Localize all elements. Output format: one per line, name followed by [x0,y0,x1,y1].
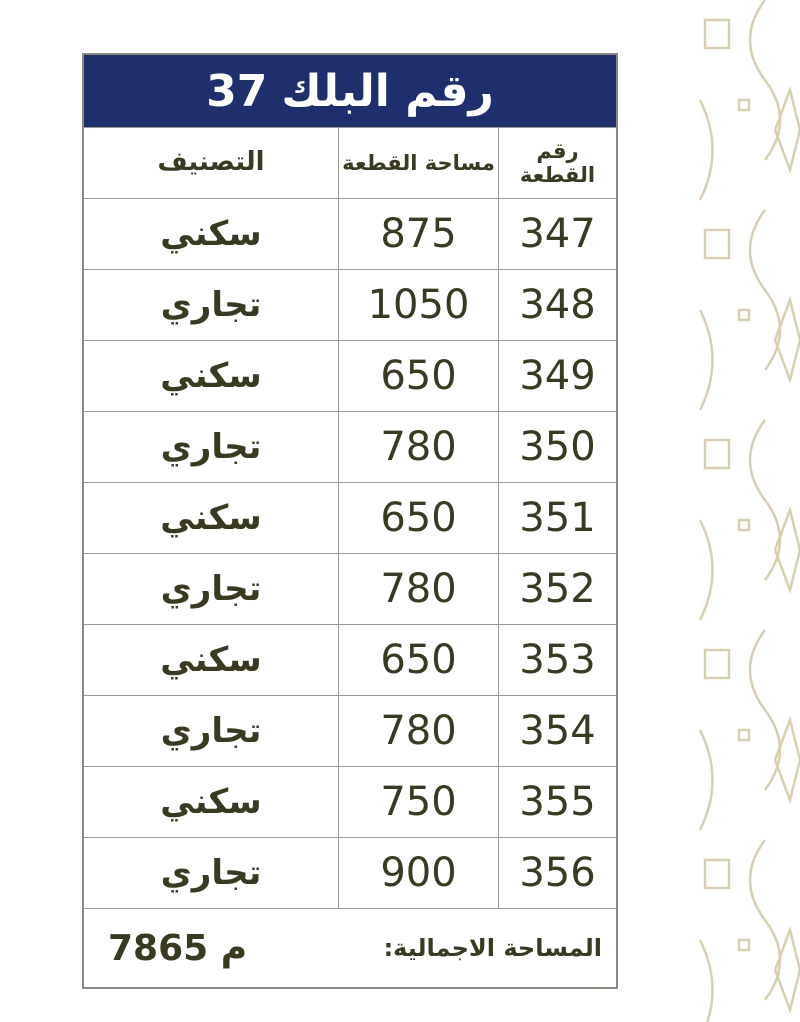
plot-area-cell: 1050 [338,270,498,340]
plot-area-cell: 780 [338,554,498,624]
table-row: 354 780 تجاري [84,695,616,766]
classification-cell: سكني [160,782,262,822]
table-header-row: رقم القطعة مساحة القطعة التصنيف [84,127,616,198]
table-row: 355 750 سكني [84,766,616,837]
plot-area-cell: 650 [338,341,498,411]
plot-number-cell: 352 [498,554,616,624]
table-row: 347 875 سكني [84,198,616,269]
table-row: 352 780 تجاري [84,553,616,624]
plot-area-cell: 650 [338,625,498,695]
plot-number-cell: 353 [498,625,616,695]
plot-number-cell: 348 [498,270,616,340]
classification-cell: سكني [160,498,262,538]
plot-area-cell: 900 [338,838,498,908]
classification-cell: سكني [160,640,262,680]
plot-area-cell: 780 [338,696,498,766]
plot-area-cell: 650 [338,483,498,553]
plot-area-cell: 750 [338,767,498,837]
total-area-row: المساحة الاجمالية: 7865 م [84,908,616,987]
plot-area-cell: 780 [338,412,498,482]
classification-cell: سكني [160,356,262,396]
total-area-value: 7865 م [108,927,248,969]
block-plots-table: رقم البلك 37 رقم القطعة مساحة القطعة الت… [82,53,618,989]
table-row: 349 650 سكني [84,340,616,411]
table-row: 348 1050 تجاري [84,269,616,340]
plot-number-cell: 351 [498,483,616,553]
header-plot-number: رقم القطعة [498,128,616,198]
ornamental-border-pattern [698,0,800,1022]
table-row: 356 900 تجاري [84,837,616,908]
table-row: 353 650 سكني [84,624,616,695]
classification-cell: سكني [160,214,262,254]
classification-cell: تجاري [160,711,262,751]
header-plot-area: مساحة القطعة [338,128,498,198]
classification-cell: تجاري [160,569,262,609]
block-title-label: رقم البلك [281,65,494,117]
plot-number-cell: 349 [498,341,616,411]
plot-number-cell: 347 [498,199,616,269]
header-classification: التصنيف [157,147,265,178]
classification-cell: تجاري [160,427,262,467]
block-number: 37 [206,65,268,117]
block-title: رقم البلك 37 [84,55,616,127]
plot-number-cell: 350 [498,412,616,482]
plot-number-cell: 354 [498,696,616,766]
plot-number-cell: 355 [498,767,616,837]
classification-cell: تجاري [160,853,262,893]
total-area-label: المساحة الاجمالية: [383,934,602,962]
plot-area-cell: 875 [338,199,498,269]
table-row: 351 650 سكني [84,482,616,553]
plot-number-cell: 356 [498,838,616,908]
classification-cell: تجاري [160,285,262,325]
table-row: 350 780 تجاري [84,411,616,482]
